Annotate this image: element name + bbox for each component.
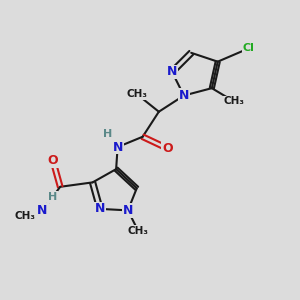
Text: N: N xyxy=(95,202,105,215)
Text: Cl: Cl xyxy=(243,44,255,53)
Text: N: N xyxy=(167,65,177,79)
Text: N: N xyxy=(179,89,189,102)
Text: CH₃: CH₃ xyxy=(224,96,244,106)
Text: H: H xyxy=(103,129,112,139)
Text: N: N xyxy=(112,141,123,154)
Text: N: N xyxy=(37,204,48,217)
Text: H: H xyxy=(48,192,58,202)
Text: CH₃: CH₃ xyxy=(128,226,149,236)
Text: N: N xyxy=(123,204,133,217)
Text: CH₃: CH₃ xyxy=(126,89,147,99)
Text: O: O xyxy=(47,154,58,167)
Text: CH₃: CH₃ xyxy=(14,211,35,221)
Text: O: O xyxy=(162,142,173,155)
